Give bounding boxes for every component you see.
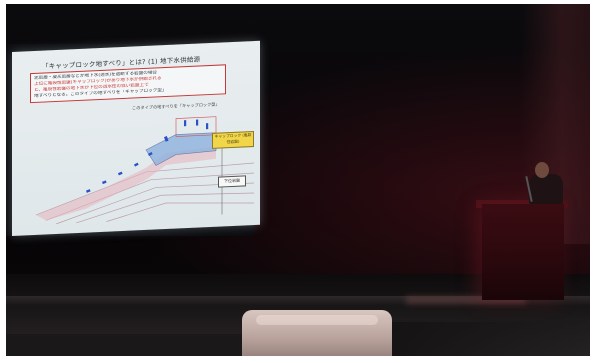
groundwater-arrows <box>86 119 209 193</box>
speaker-body <box>529 174 563 204</box>
landslide-diagram <box>35 116 254 225</box>
lower-rock-label: 下位岩盤 <box>218 175 246 188</box>
stage-edge <box>6 296 590 306</box>
slide-textbox: 泥岩層・凝灰岩層などが地下水(透水)を遮断する岩盤の場合 上位に亀裂性岩盤(キャ… <box>30 64 226 104</box>
caprock-label: キャップロック (亀裂性岩盤) <box>212 131 254 149</box>
photo-frame: 「キャップロック地すべり」とは? (1) 地下水供給源 泥岩層・凝灰岩層などが地… <box>6 4 590 356</box>
projector-highlight <box>256 315 378 325</box>
floor-light-reflection <box>406 296 526 304</box>
projected-slide: 「キャップロック地すべり」とは? (1) 地下水供給源 泥岩層・凝灰岩層などが地… <box>12 40 260 236</box>
caprock-top-outline <box>175 116 217 137</box>
speaker-head <box>535 162 549 178</box>
foreground-floor <box>6 334 246 356</box>
slope-surface <box>36 146 216 221</box>
foreground-shadow <box>392 322 590 356</box>
projector <box>242 310 392 356</box>
lectern <box>482 204 564 300</box>
